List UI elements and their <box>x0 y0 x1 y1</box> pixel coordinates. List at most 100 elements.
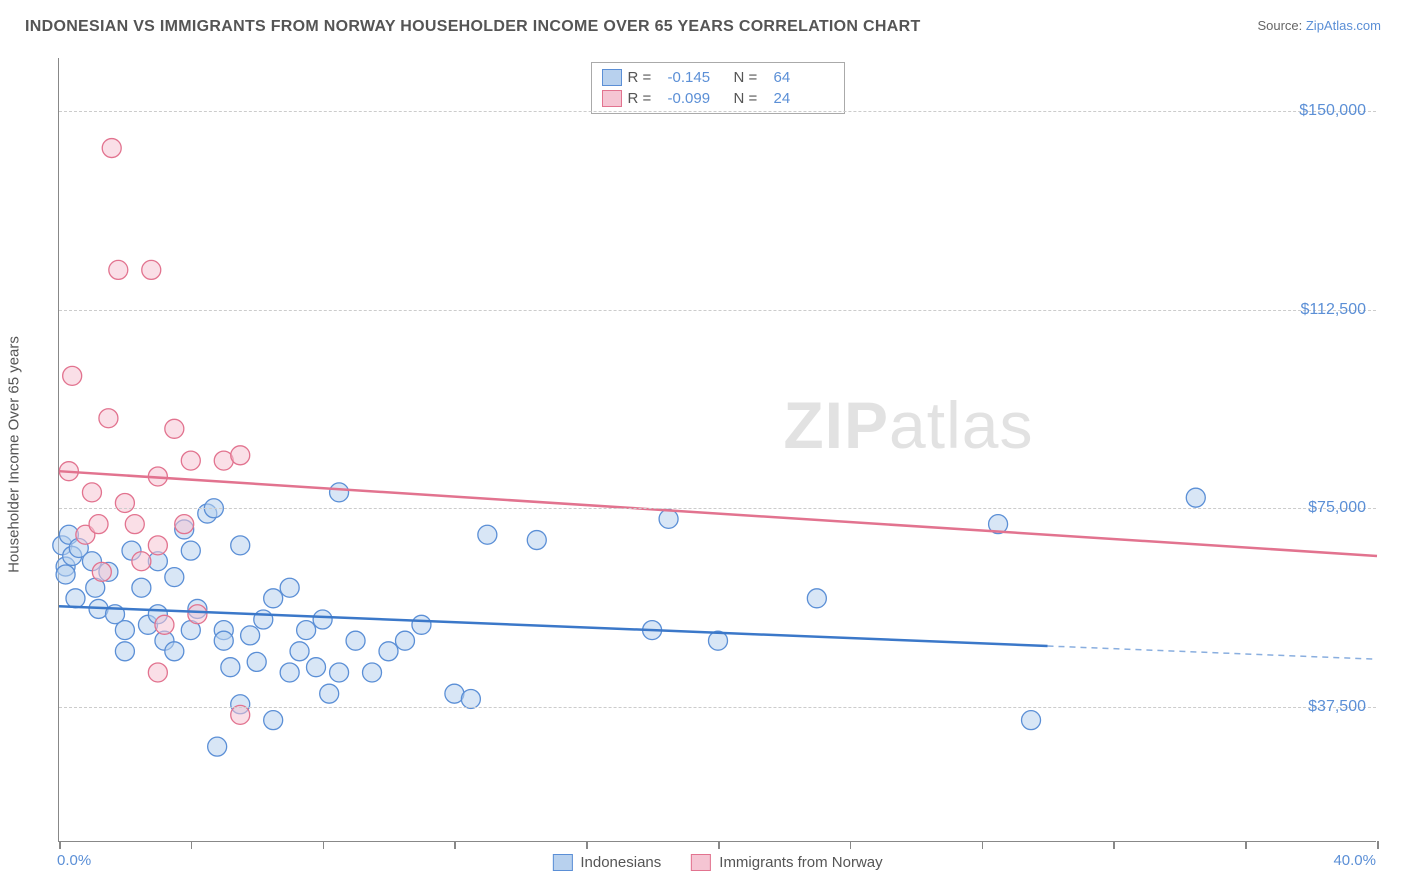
data-point <box>231 705 250 724</box>
data-point <box>115 642 134 661</box>
r-label: R = <box>628 69 662 86</box>
data-point <box>1186 488 1205 507</box>
x-tick <box>59 841 61 849</box>
data-point <box>1022 711 1041 730</box>
trend-line <box>59 471 1377 556</box>
data-point <box>132 552 151 571</box>
data-point <box>330 483 349 502</box>
r-value: -0.145 <box>668 69 728 86</box>
trend-line-extrapolated <box>1048 646 1378 659</box>
x-tick <box>982 841 984 849</box>
data-point <box>313 610 332 629</box>
legend-stat-row: R = -0.099 N = 24 <box>602 88 834 109</box>
data-point <box>66 589 85 608</box>
y-tick-label: $37,500 <box>1308 698 1366 716</box>
data-point <box>241 626 260 645</box>
x-axis-min: 0.0% <box>57 852 91 869</box>
chart-title: INDONESIAN VS IMMIGRANTS FROM NORWAY HOU… <box>25 18 921 36</box>
data-point <box>125 515 144 534</box>
n-label: N = <box>734 90 768 107</box>
y-axis-label: Householder Income Over 65 years <box>6 336 23 573</box>
r-label: R = <box>628 90 662 107</box>
data-point <box>181 541 200 560</box>
y-tick-label: $112,500 <box>1300 301 1366 319</box>
x-tick <box>850 841 852 849</box>
data-point <box>363 663 382 682</box>
scatter-plot-svg <box>59 58 1376 841</box>
data-point <box>280 578 299 597</box>
gridline <box>59 310 1376 311</box>
n-label: N = <box>734 69 768 86</box>
x-tick <box>586 841 588 849</box>
data-point <box>148 536 167 555</box>
correlation-legend: R = -0.145 N = 64 R = -0.099 N = 24 <box>591 62 845 114</box>
x-tick <box>1245 841 1247 849</box>
data-point <box>181 451 200 470</box>
x-tick <box>1377 841 1379 849</box>
data-point <box>297 621 316 640</box>
data-point <box>231 536 250 555</box>
x-tick <box>191 841 193 849</box>
legend-stat-row: R = -0.145 N = 64 <box>602 67 834 88</box>
y-tick-label: $150,000 <box>1299 102 1366 120</box>
data-point <box>115 621 134 640</box>
data-point <box>109 260 128 279</box>
source-link[interactable]: ZipAtlas.com <box>1306 18 1381 33</box>
source-credit: Source: ZipAtlas.com <box>1257 18 1381 33</box>
legend-item: Indonesians <box>552 854 661 871</box>
data-point <box>221 658 240 677</box>
data-point <box>132 578 151 597</box>
data-point <box>280 663 299 682</box>
data-point <box>165 419 184 438</box>
data-point <box>254 610 273 629</box>
data-point <box>175 515 194 534</box>
data-point <box>214 631 233 650</box>
data-point <box>247 652 266 671</box>
data-point <box>527 531 546 550</box>
data-point <box>99 409 118 428</box>
data-point <box>395 631 414 650</box>
trend-line <box>59 606 1048 646</box>
gridline <box>59 707 1376 708</box>
y-tick-label: $75,000 <box>1308 499 1366 517</box>
data-point <box>208 737 227 756</box>
chart-plot-area: ZIPatlas R =-0.145N =64R =-0.099N =24 In… <box>58 58 1376 842</box>
data-point <box>264 711 283 730</box>
legend-label: Indonesians <box>580 854 661 871</box>
data-point <box>56 565 75 584</box>
data-point <box>89 515 108 534</box>
x-tick <box>323 841 325 849</box>
data-point <box>346 631 365 650</box>
data-point <box>188 605 207 624</box>
data-point <box>63 366 82 385</box>
data-point <box>165 568 184 587</box>
n-value: 24 <box>774 90 834 107</box>
legend-swatch <box>602 69 622 86</box>
data-point <box>155 615 174 634</box>
data-point <box>165 642 184 661</box>
legend-swatch <box>552 854 572 871</box>
legend-item: Immigrants from Norway <box>691 854 882 871</box>
series-legend: Indonesians Immigrants from Norway <box>552 854 882 871</box>
x-axis-max: 40.0% <box>1333 852 1376 869</box>
x-tick <box>1113 841 1115 849</box>
data-point <box>330 663 349 682</box>
x-tick <box>718 841 720 849</box>
legend-label: Immigrants from Norway <box>719 854 882 871</box>
data-point <box>307 658 326 677</box>
data-point <box>379 642 398 661</box>
data-point <box>231 446 250 465</box>
data-point <box>102 139 121 158</box>
data-point <box>659 509 678 528</box>
x-tick <box>454 841 456 849</box>
data-point <box>142 260 161 279</box>
n-value: 64 <box>774 69 834 86</box>
gridline <box>59 111 1376 112</box>
data-point <box>82 483 101 502</box>
data-point <box>92 562 111 581</box>
data-point <box>290 642 309 661</box>
r-value: -0.099 <box>668 90 728 107</box>
data-point <box>115 493 134 512</box>
header: INDONESIAN VS IMMIGRANTS FROM NORWAY HOU… <box>0 0 1406 44</box>
legend-swatch <box>602 90 622 107</box>
